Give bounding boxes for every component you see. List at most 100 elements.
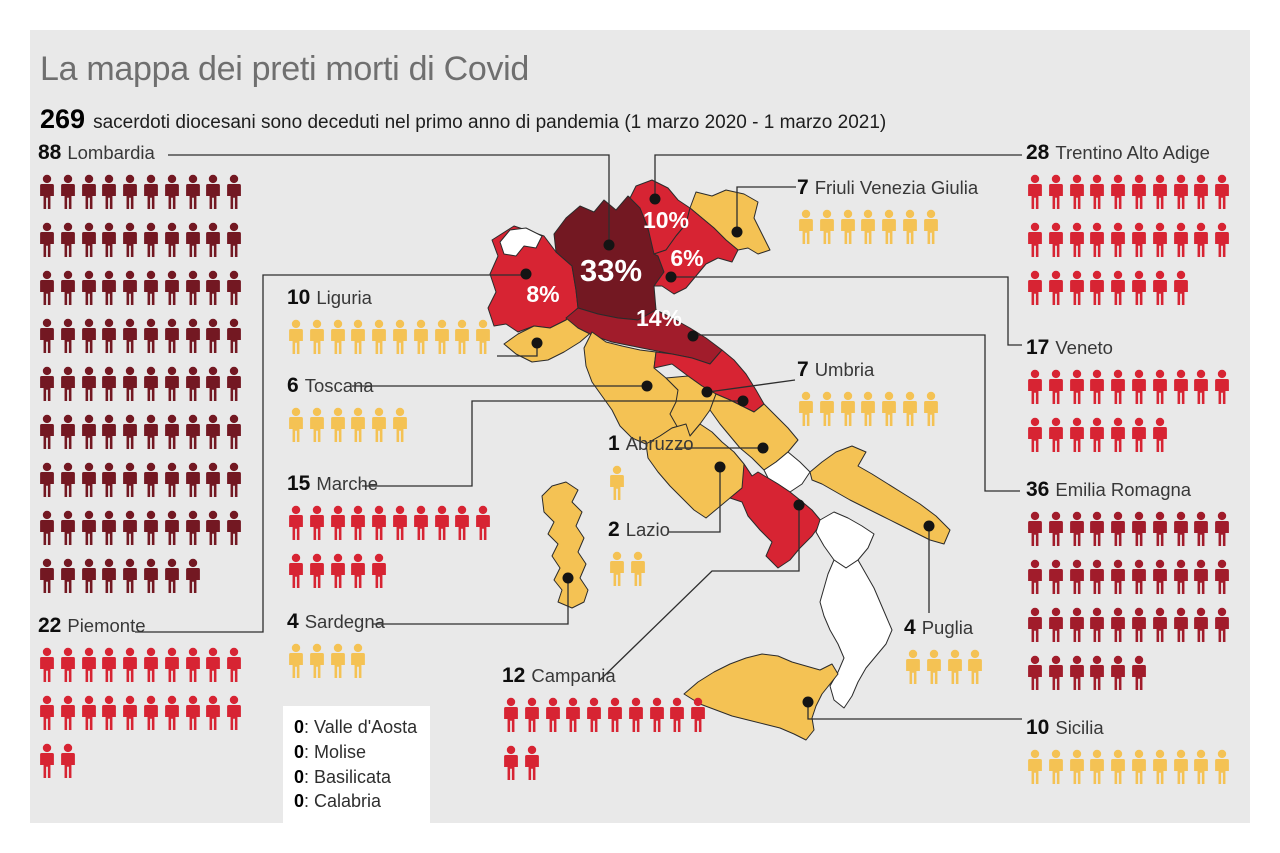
dot-toscana — [641, 380, 653, 392]
person-icon — [434, 505, 449, 540]
person-icon — [351, 553, 366, 588]
person-icon — [144, 318, 158, 353]
person-icon — [164, 647, 179, 682]
connector-friuli — [736, 186, 796, 230]
dot-trentino — [649, 193, 661, 205]
pictogram-grid-liguria — [287, 316, 493, 358]
person-icon — [1028, 749, 1042, 784]
zero-regions-box: 0: Valle d'Aosta 0: Molise 0: Basilicata… — [283, 706, 431, 824]
person-icon — [309, 505, 324, 540]
pictogram-grid-trentino — [1026, 171, 1232, 309]
person-icon — [1173, 270, 1188, 305]
person-icon — [102, 462, 117, 497]
person-icon — [102, 510, 117, 545]
region-block-sardegna: 4 Sardegna — [287, 610, 385, 682]
person-icon — [610, 465, 624, 500]
person-icon — [40, 510, 54, 545]
person-icon — [227, 414, 242, 449]
dot-friuli — [731, 226, 743, 238]
person-icon — [1173, 511, 1188, 546]
person-icon — [1215, 174, 1230, 209]
pct-lombardia: 33% — [580, 253, 642, 288]
person-icon — [1194, 607, 1209, 642]
person-icon — [1048, 655, 1063, 690]
region-block-liguria: 10 Liguria — [287, 286, 493, 358]
person-icon — [81, 510, 96, 545]
person-icon — [123, 558, 138, 593]
pictogram-grid-marche — [287, 502, 493, 592]
person-icon — [1090, 174, 1105, 209]
person-icon — [102, 174, 117, 209]
person-icon — [476, 505, 491, 540]
person-icon — [60, 695, 75, 730]
person-icon — [40, 366, 54, 401]
map-dots — [520, 193, 935, 708]
person-icon — [1132, 174, 1146, 209]
pictogram-grid-lazio — [608, 548, 670, 590]
total-count: 269 — [40, 104, 86, 134]
person-icon — [1194, 222, 1209, 257]
person-icon — [60, 174, 75, 209]
person-icon — [164, 318, 179, 353]
region-block-lombardia: 88 Lombardia — [38, 141, 244, 597]
pct-emilia: 14% — [636, 305, 682, 331]
person-icon — [40, 558, 54, 593]
region-block-lazio: 2 Lazio — [608, 518, 670, 590]
person-icon — [372, 505, 387, 540]
person-icon — [1048, 417, 1063, 452]
person-icon — [206, 647, 221, 682]
person-icon — [968, 649, 983, 684]
person-icon — [206, 510, 221, 545]
person-icon — [1215, 369, 1230, 404]
person-icon — [545, 697, 560, 732]
dot-sicilia — [802, 696, 814, 708]
person-icon — [309, 319, 324, 354]
person-icon — [60, 270, 75, 305]
person-icon — [1194, 174, 1209, 209]
person-icon — [840, 391, 855, 426]
person-icon — [102, 558, 117, 593]
map-region-calabria — [819, 559, 893, 709]
map-region-sicilia — [683, 653, 839, 741]
person-icon — [123, 510, 138, 545]
dot-lazio — [714, 461, 726, 473]
zero-row: 0: Molise — [294, 741, 367, 762]
region-block-sicilia: 10 Sicilia — [1026, 716, 1231, 788]
region-label: 15 Marche — [287, 472, 379, 495]
region-block-toscana: 6 Toscana — [287, 374, 409, 446]
person-icon — [670, 697, 685, 732]
map-regions — [487, 179, 951, 741]
person-icon — [309, 643, 324, 678]
person-icon — [903, 391, 917, 426]
person-icon — [1090, 607, 1105, 642]
person-icon — [608, 697, 622, 732]
person-icon — [861, 391, 876, 426]
person-icon — [903, 209, 917, 244]
person-icon — [185, 695, 200, 730]
person-icon — [227, 366, 242, 401]
connector-campania — [599, 507, 800, 681]
region-block-umbria: 7 Umbria — [797, 358, 940, 430]
person-icon — [123, 695, 138, 730]
region-block-piemonte: 22 Piemonte — [38, 614, 244, 782]
person-icon — [1132, 369, 1146, 404]
person-icon — [330, 553, 345, 588]
map-region-basilicata — [815, 511, 875, 569]
region-label: 36 Emilia Romagna — [1026, 478, 1192, 501]
person-icon — [164, 462, 179, 497]
connector-sicilia — [807, 704, 1022, 720]
dot-puglia — [923, 520, 935, 532]
person-icon — [799, 209, 813, 244]
person-icon — [1028, 417, 1042, 452]
connector-trentino — [654, 154, 1022, 197]
person-icon — [1194, 749, 1209, 784]
dot-marche — [737, 395, 749, 407]
person-icon — [434, 319, 449, 354]
person-icon — [1111, 749, 1126, 784]
person-icon — [1048, 222, 1063, 257]
person-icon — [144, 222, 158, 257]
person-icon — [1132, 559, 1146, 594]
person-icon — [185, 318, 200, 353]
person-icon — [206, 695, 221, 730]
